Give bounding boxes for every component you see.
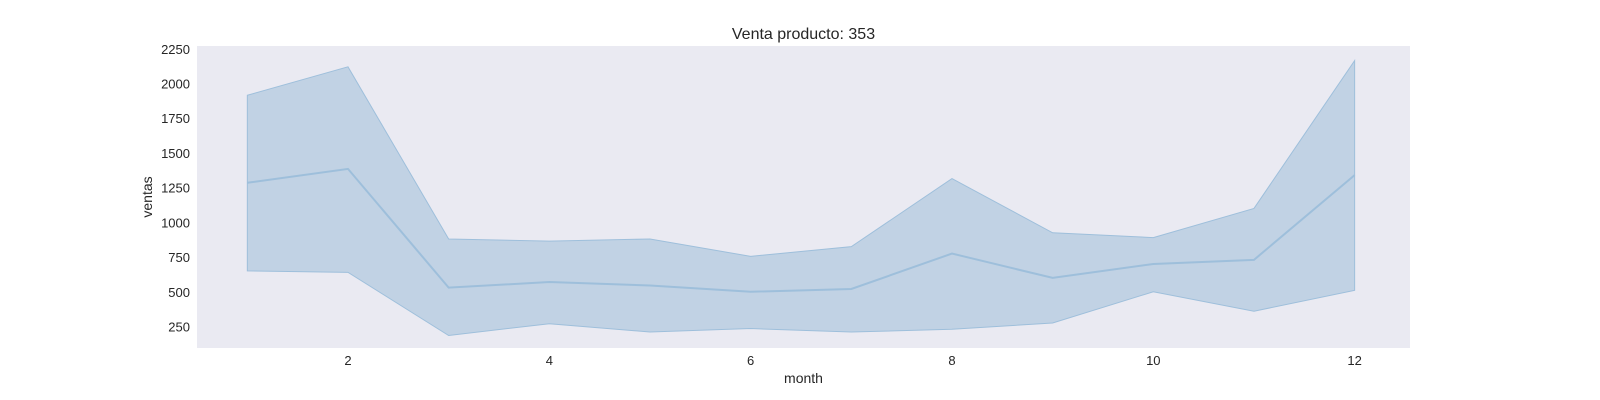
x-tick-label: 12	[1347, 353, 1361, 368]
y-tick-label: 1750	[161, 111, 190, 126]
y-tick-label: 1000	[161, 215, 190, 230]
x-tick-label: 8	[948, 353, 955, 368]
y-tick-label: 1500	[161, 146, 190, 161]
y-tick-label: 2000	[161, 76, 190, 91]
x-tick-label: 10	[1146, 353, 1160, 368]
y-tick-label: 750	[168, 250, 190, 265]
series-line	[247, 167, 1356, 293]
y-tick-label: 1250	[161, 181, 190, 196]
confidence-band	[246, 58, 1356, 337]
x-tick-label: 4	[546, 353, 553, 368]
y-axis-ticks: 250 500 750 1000 1250 1500 1750 2000 2250	[161, 42, 190, 335]
confidence-band-layer	[246, 58, 1356, 337]
y-axis-label: ventas	[139, 176, 155, 217]
series-line-layer	[247, 167, 1356, 293]
x-axis-ticks: 2 4 6 8 10 12	[344, 353, 1361, 368]
x-tick-label: 2	[344, 353, 351, 368]
y-tick-label: 500	[168, 285, 190, 300]
x-axis-label: month	[784, 370, 823, 386]
y-tick-label: 2250	[161, 42, 190, 57]
chart-title: Venta producto: 353	[732, 26, 875, 43]
x-tick-label: 6	[747, 353, 754, 368]
y-tick-label: 250	[168, 319, 190, 334]
